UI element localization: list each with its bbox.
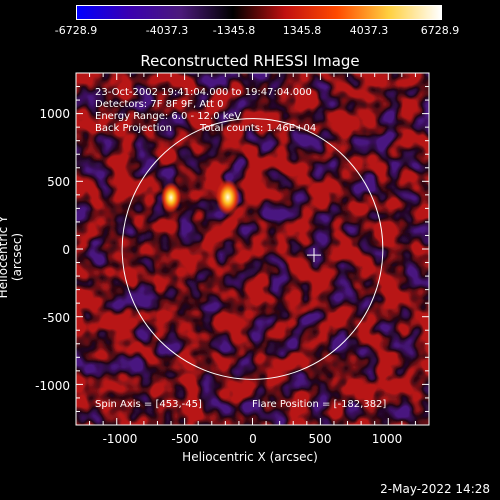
x-tick-label: 1000 bbox=[371, 432, 403, 446]
y-tick-label: 0 bbox=[62, 243, 70, 257]
y-tick-label: -500 bbox=[42, 311, 70, 325]
x-tick-label: -500 bbox=[171, 432, 199, 446]
y-tick-label: 1000 bbox=[39, 107, 70, 121]
total-counts-label: Total counts: 1.46E+04 bbox=[200, 123, 317, 134]
colorbar-tick: 4037.3 bbox=[349, 24, 389, 37]
colorbar-tick: 6728.9 bbox=[420, 24, 460, 37]
y-axis-title: Heliocentric Y (arcsec) bbox=[0, 216, 24, 299]
y-tick-label: -1000 bbox=[35, 379, 70, 393]
bright-source bbox=[160, 182, 182, 213]
colorbar-tick: -4037.3 bbox=[145, 24, 189, 37]
footer-date: 2-May-2022 14:28 bbox=[380, 482, 490, 496]
energy-range-label: Energy Range: 6.0 - 12.0 keV bbox=[95, 111, 242, 122]
bright-source bbox=[215, 179, 240, 216]
method-label: Back Projection bbox=[95, 123, 172, 134]
x-axis-title: Heliocentric X (arcsec) bbox=[182, 450, 318, 464]
x-tick-label: 0 bbox=[249, 432, 257, 446]
colorbar-tick: -1345.8 bbox=[212, 24, 256, 37]
x-tick-label: 500 bbox=[308, 432, 332, 446]
plot-title: Reconstructed RHESSI Image bbox=[140, 52, 360, 70]
x-tick-label: -1000 bbox=[102, 432, 138, 446]
y-tick-label: 500 bbox=[47, 175, 70, 189]
solar-limb-circle bbox=[121, 118, 384, 380]
detectors-label: Detectors: 7F 8F 9F, Att 0 bbox=[95, 99, 224, 110]
image-noise-texture bbox=[76, 73, 429, 425]
spin-axis-label: Spin Axis = [453,-45] bbox=[95, 399, 202, 410]
time-range-label: 23-Oct-2002 19:41:04.000 to 19:47:04.000 bbox=[95, 87, 312, 98]
colorbar-tick: -6728.9 bbox=[54, 24, 98, 37]
colorbar-tick: 1345.8 bbox=[282, 24, 322, 37]
colorbar bbox=[76, 5, 442, 20]
spin-axis-marker bbox=[307, 248, 322, 263]
flare-position-label: Flare Position = [-182,382] bbox=[252, 399, 387, 410]
